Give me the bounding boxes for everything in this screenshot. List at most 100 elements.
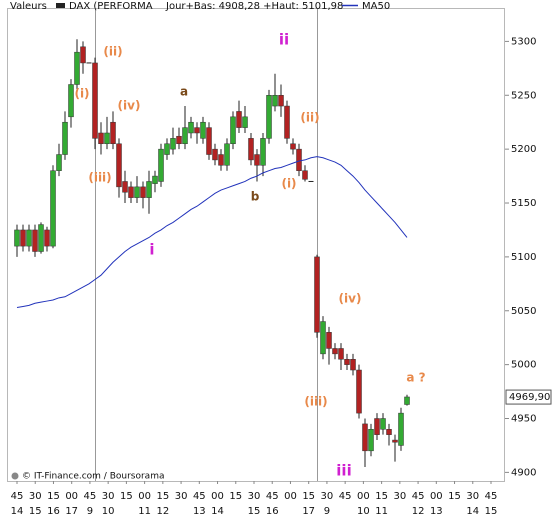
candle-body [164, 143, 170, 155]
annotation: (i) [281, 177, 296, 191]
candle-body [110, 121, 116, 145]
x-tick-label: 15 [120, 491, 133, 502]
candle-body [92, 62, 98, 139]
annotation: a [180, 85, 188, 99]
candle-body [20, 229, 26, 247]
header-label: Valeurs [10, 1, 47, 12]
candle-body [362, 423, 368, 452]
candle-body [236, 111, 242, 128]
candle-body [320, 321, 326, 355]
annotation: ii [279, 31, 289, 49]
ma-line [16, 156, 408, 309]
x-tick-label: 30 [393, 491, 406, 502]
y-tick-label: 5250 [511, 90, 536, 101]
x-tick-label: 17 [65, 506, 78, 517]
x-tick-label: 11 [375, 506, 388, 517]
candle-body [386, 429, 392, 435]
candle-body [170, 138, 176, 150]
candle-body [272, 95, 278, 107]
candle-body [230, 116, 236, 145]
candle-body [104, 132, 110, 145]
x-tick-label: 14 [466, 506, 479, 517]
candle-body [152, 175, 158, 184]
annotation: (iii) [304, 395, 327, 409]
candle-body [158, 148, 164, 182]
y-tick-label: 5000 [511, 360, 536, 371]
candle-body [206, 127, 212, 155]
x-tick-label: 00 [65, 491, 78, 502]
candle-body [182, 127, 188, 145]
annotation: (i) [74, 87, 89, 101]
x-tick-label: 13 [430, 506, 443, 517]
candle-body [314, 256, 320, 333]
x-tick-label: 15 [47, 491, 60, 502]
candle-body [56, 154, 62, 171]
candle-body [140, 186, 146, 198]
x-tick-label: 14 [211, 506, 224, 517]
candle-body [374, 418, 380, 435]
x-tick-label: 30 [102, 491, 115, 502]
x-tick-label: 45 [11, 491, 24, 502]
candle-body [74, 51, 80, 85]
x-tick-label: 45 [84, 491, 97, 502]
x-tick-label: 12 [412, 506, 425, 517]
x-tick-label: 15 [29, 506, 42, 517]
candle-body [44, 229, 50, 247]
candle-body [98, 132, 104, 145]
x-tick-label: 30 [29, 491, 42, 502]
candle-body [242, 116, 248, 128]
plot-area [7, 8, 505, 482]
annotation: b [251, 190, 260, 204]
x-tick-label: 10 [357, 506, 370, 517]
candle-body [260, 138, 266, 166]
candle-body [344, 358, 350, 365]
annotation: a ? [406, 371, 425, 385]
candle-body [326, 332, 332, 349]
annotation: (ii) [300, 111, 319, 125]
candle-body [122, 181, 128, 193]
candle-body [176, 135, 182, 145]
annotation: (iv) [118, 99, 141, 113]
candle-body [68, 84, 74, 118]
x-tick-label: 00 [430, 491, 443, 502]
candle-body [392, 439, 398, 443]
x-tick-label: 15 [248, 506, 261, 517]
x-tick-label: 12 [156, 506, 169, 517]
x-tick-label: 45 [339, 491, 352, 502]
x-tick-label: 14 [11, 506, 24, 517]
candle-body [80, 46, 86, 64]
candle-body [302, 170, 308, 180]
x-tick-label: 00 [357, 491, 370, 502]
candle-body [200, 121, 206, 139]
candle-body [62, 121, 68, 155]
candle-body [380, 418, 386, 430]
candle-body [290, 143, 296, 150]
x-tick-label: 30 [321, 491, 334, 502]
candle-body [38, 224, 44, 252]
y-tick-label: 4900 [511, 467, 536, 478]
candle-body [224, 143, 230, 166]
candle-body [266, 95, 272, 139]
candle-body [32, 229, 38, 252]
candle-body [194, 127, 200, 134]
legend-label: DAX (PERFORMA [69, 1, 153, 12]
candle-body [404, 396, 410, 405]
candle-body [350, 358, 356, 371]
y-tick-label: 5150 [511, 198, 536, 209]
y-tick-label: 4950 [511, 414, 536, 425]
candle-body [254, 154, 260, 166]
x-tick-label: 17 [302, 506, 315, 517]
y-tick-label: 5050 [511, 306, 536, 317]
last-value-box [505, 389, 552, 405]
candle-body [398, 412, 404, 446]
y-tick-label: 5200 [511, 144, 536, 155]
legend-label: MA50 [362, 1, 390, 12]
candle-body [278, 95, 284, 107]
annotation: iii [336, 462, 351, 480]
x-tick-label: 00 [211, 491, 224, 502]
x-tick-label: 16 [47, 506, 60, 517]
annotation: (iv) [339, 292, 362, 306]
source-text: © IT-Finance.com / Boursorama [22, 472, 164, 482]
info-text: Jour+Bas: 4908,28 +Haut: 5101,98 [165, 1, 343, 12]
x-tick-label: 45 [266, 491, 279, 502]
